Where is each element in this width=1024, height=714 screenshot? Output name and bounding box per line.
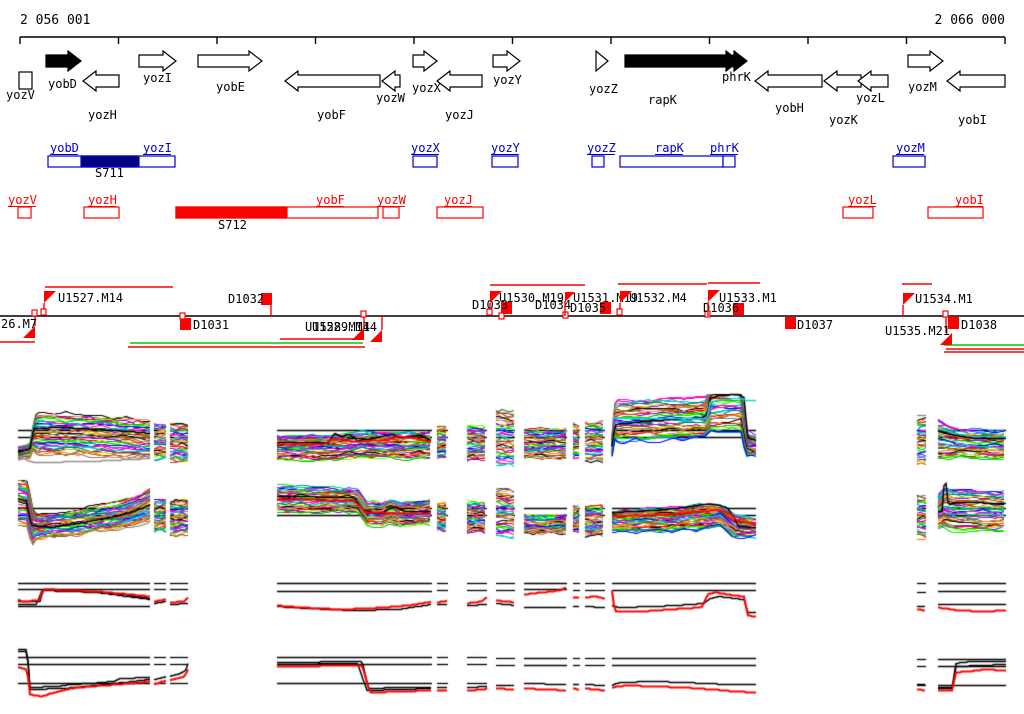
genome-browser-view: 2 056 001 2 066 000 yozVyobDyozHyozIyobE…	[0, 0, 1024, 714]
expression-profiles-canvas	[0, 0, 1024, 714]
